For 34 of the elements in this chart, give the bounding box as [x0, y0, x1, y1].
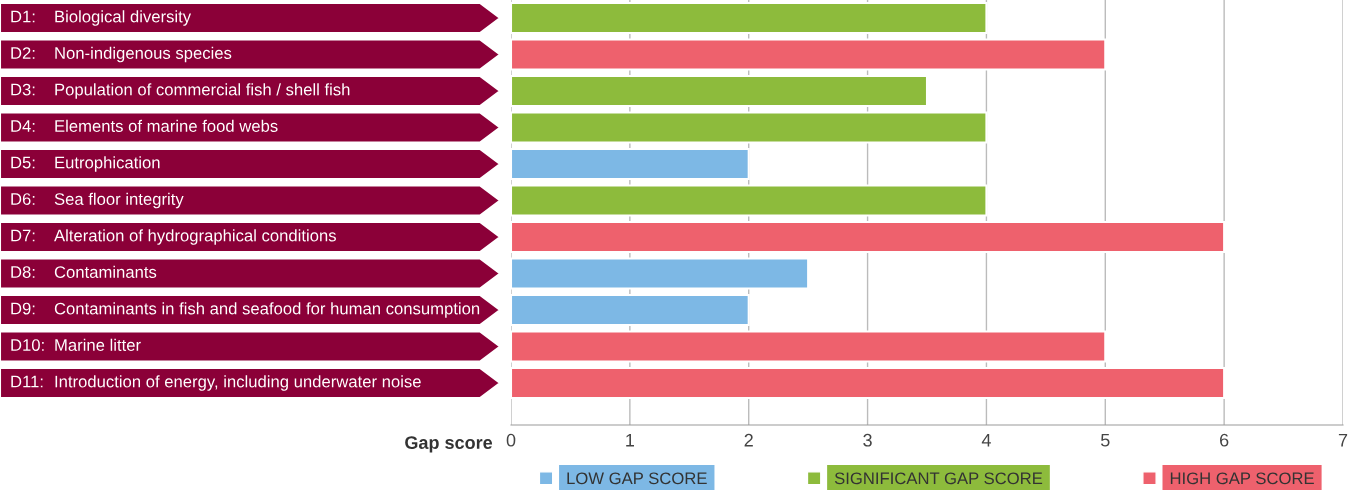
- category-label: D2: Non-indigenous species: [11, 46, 232, 63]
- category-label: D3: Population of commercial fish / shell fish: [11, 83, 350, 99]
- category-label: D9: Contaminants in fish and seafood for human consumption: [11, 302, 480, 318]
- category-label: D4: Elements of marine food webs: [11, 119, 278, 132]
- x-tick-label: 1: [626, 434, 634, 447]
- legend-label: SIGNIFICANT GAP SCORE: [834, 472, 1043, 485]
- x-tick-label: 5: [1100, 434, 1110, 447]
- y-tick-label: D11: Introduction of energy, including underwater noise: [11, 375, 421, 391]
- bar: [511, 111, 988, 144]
- x-tick-label: 7: [1338, 434, 1348, 447]
- y-tick-label: D7: Alteration of hydrographical conditions: [11, 229, 336, 245]
- legend-label: HIGH GAP SCORE: [1170, 472, 1314, 485]
- x-tick-label: 3: [863, 433, 872, 447]
- category-label: D6: Sea floor integrity: [11, 192, 184, 209]
- x-tick-label: 6: [1220, 433, 1229, 447]
- category-label: D5: Eutrophication: [11, 156, 160, 172]
- x-axis-title: Gap score: [405, 436, 493, 453]
- bar: [511, 148, 750, 181]
- bar: [511, 221, 1226, 254]
- x-tick-label: 0: [506, 433, 516, 447]
- x-tick-label: 4: [981, 434, 991, 447]
- category-label: D1: Biological diversity: [11, 10, 192, 26]
- x-tick-label: 2: [744, 433, 753, 447]
- bar: [511, 38, 1107, 71]
- bar: [511, 2, 988, 35]
- bar: [511, 184, 988, 217]
- bar: [511, 75, 929, 108]
- y-tick-label: D10: Marine litter: [11, 338, 141, 351]
- bar: [511, 257, 810, 290]
- bar: [511, 294, 750, 327]
- bar: [511, 330, 1107, 363]
- bar: [511, 367, 1226, 400]
- category-label: D8: Contaminants: [11, 265, 157, 278]
- legend-label: LOW GAP SCORE: [567, 472, 707, 485]
